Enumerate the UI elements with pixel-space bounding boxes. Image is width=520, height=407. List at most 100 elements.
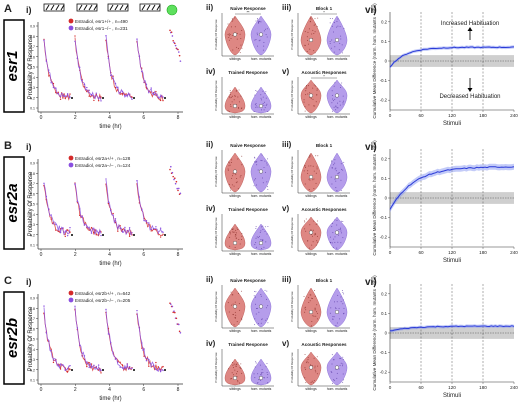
- violin-point: [330, 371, 332, 373]
- violin-point: [340, 168, 342, 170]
- violin-point: [341, 44, 343, 46]
- violin-point: [265, 366, 267, 368]
- time-series-line: [105, 184, 133, 237]
- decreased-habituation-label: Decreased Habituation: [439, 94, 500, 100]
- violin-point: [303, 170, 305, 172]
- violin-point: [330, 241, 332, 243]
- violin-point: [308, 28, 310, 30]
- time-ytick-label: 0.7: [30, 182, 35, 186]
- violin-point: [340, 301, 342, 303]
- violin-point: [229, 245, 231, 247]
- violin-point: [231, 177, 233, 179]
- block-end-marker: [102, 97, 104, 99]
- violin-point: [255, 291, 257, 293]
- violin-point: [305, 309, 307, 311]
- violin-point: [235, 182, 237, 184]
- violin-panel-v: v) Acoustic Responses Probability Of Respo…: [282, 339, 350, 391]
- time-series-line: [74, 40, 102, 100]
- stimulus-block-icon: [43, 3, 65, 12]
- violin-point: [303, 99, 305, 101]
- violin-point: [336, 190, 338, 192]
- time-xtick-label: 6: [142, 387, 145, 393]
- time-ytick-label: 0.8: [30, 35, 35, 39]
- violin-point: [333, 238, 335, 240]
- stimulus-stripe: [109, 4, 114, 11]
- violin-point: [262, 96, 264, 98]
- violin-point: [256, 160, 258, 162]
- time-ytick-label: 0.1: [30, 379, 35, 383]
- violin-point: [265, 307, 267, 309]
- violin-point: [239, 52, 241, 54]
- violin-group-label: hom. mutants: [327, 57, 348, 61]
- violin-point: [339, 42, 341, 44]
- violin-group-label: hom. mutants: [251, 194, 272, 198]
- time-xtick-label: 2: [74, 115, 77, 121]
- block-end-marker: [71, 97, 73, 99]
- violin-point: [260, 21, 262, 23]
- violin-point: [306, 50, 308, 52]
- time-ytick-label: 0.4: [30, 348, 35, 352]
- row-letter: B: [4, 140, 12, 152]
- violin-point: [331, 354, 333, 356]
- violin-point: [333, 316, 335, 318]
- stimulus-block-icon: [107, 3, 129, 12]
- violin-point: [309, 179, 311, 181]
- violin-point: [264, 289, 266, 291]
- time-series-line: [105, 179, 133, 236]
- cum-ytick-label: -0.2: [380, 370, 388, 375]
- violin-point: [259, 364, 261, 366]
- violin-point: [335, 167, 337, 169]
- violin-point: [227, 34, 229, 36]
- time-series-line: [136, 39, 164, 100]
- time-point: [66, 234, 69, 237]
- violin-point: [342, 365, 344, 367]
- legend-entry-0: Estradiol, esr2a+/+ , n=128: [75, 156, 131, 161]
- violin-point: [265, 298, 267, 300]
- time-point: [157, 370, 159, 372]
- violin-point: [233, 185, 235, 187]
- violin-point: [304, 165, 306, 167]
- cum-ylabel: Cumulative Mean Difference (norm. hom. m…: [372, 140, 377, 256]
- acoustic-point: [178, 54, 181, 57]
- cum-error-band: [390, 163, 514, 213]
- violin-point: [304, 183, 306, 185]
- violin-point: [305, 94, 307, 96]
- violin-point: [231, 96, 233, 98]
- violin-point: [236, 33, 238, 35]
- violin-point: [261, 369, 263, 371]
- violin-point: [234, 231, 236, 233]
- violin-point: [238, 48, 240, 50]
- acoustic-point: [171, 35, 174, 37]
- violin-point: [256, 307, 258, 309]
- violin-point: [317, 17, 319, 19]
- cum-ytick-label: 0.2: [381, 291, 387, 296]
- violin-point: [236, 227, 238, 229]
- time-point: [48, 75, 50, 77]
- violin-point: [304, 311, 306, 313]
- violin-point: [237, 362, 239, 364]
- time-ytick-label: 0.9: [30, 25, 35, 29]
- panel-label-iii: iii): [282, 3, 292, 12]
- violin-point: [254, 104, 256, 106]
- panel-label-iii: iii): [282, 140, 292, 149]
- violin-point: [267, 188, 269, 190]
- violin-panel-iii: iii) Block 1 Probability Of Response siblin…: [282, 140, 350, 198]
- violin-point: [237, 380, 239, 382]
- acoustic-point: [176, 187, 178, 190]
- panel-label-i: i): [26, 142, 32, 152]
- violin-point: [333, 378, 335, 380]
- violin-point: [307, 359, 309, 361]
- violin-point: [267, 382, 269, 384]
- cum-ytick-label: 0: [385, 59, 388, 64]
- violin-point: [234, 26, 236, 28]
- violin-point: [337, 294, 339, 296]
- block-end-marker: [102, 369, 104, 371]
- time-series-line: [136, 184, 164, 236]
- violin-point: [229, 232, 231, 234]
- violin-point: [235, 174, 237, 176]
- violin-point: [315, 371, 317, 373]
- violin-point: [337, 25, 339, 27]
- violin-point: [256, 32, 258, 34]
- block-end-marker: [71, 369, 73, 371]
- stimulus-stripe: [60, 4, 65, 11]
